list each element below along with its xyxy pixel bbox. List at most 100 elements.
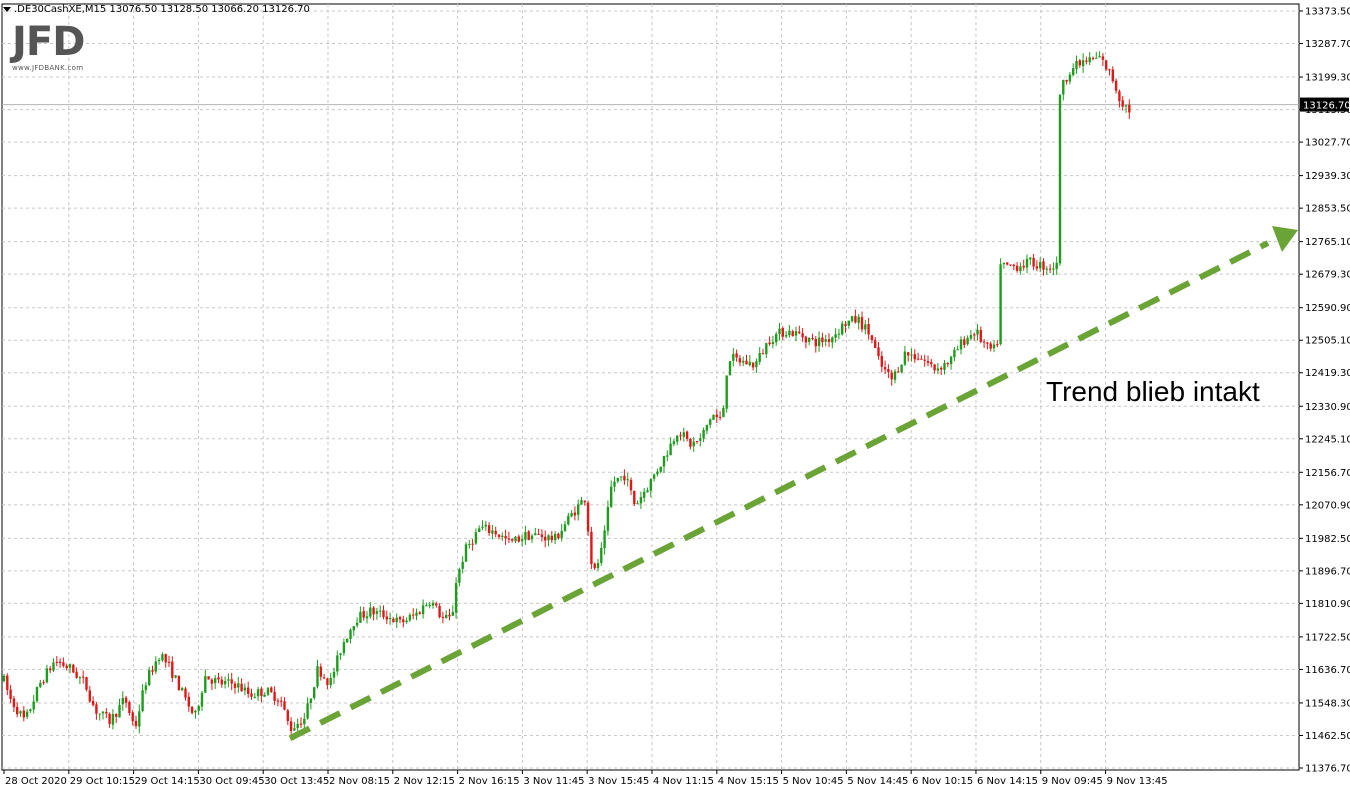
candle-body xyxy=(781,328,784,337)
candle-body xyxy=(250,693,253,697)
candle-body xyxy=(445,615,448,618)
candle-body xyxy=(699,438,702,441)
candle-body xyxy=(280,700,283,702)
candle-body xyxy=(718,416,722,418)
candle-body xyxy=(25,711,29,717)
candle-body xyxy=(68,664,72,668)
candle-body xyxy=(52,662,55,671)
y-tick-label: 11982.50 xyxy=(1305,534,1350,545)
x-tick-label: 3 Nov 15:45 xyxy=(588,776,649,787)
candle-body xyxy=(903,351,907,365)
candle-body xyxy=(468,543,471,545)
candle-body xyxy=(775,334,778,343)
candle-body xyxy=(365,616,369,619)
candle-body xyxy=(487,525,491,533)
candle-body xyxy=(834,334,837,338)
candle-body xyxy=(567,515,570,525)
candle-body xyxy=(808,337,811,342)
candle-body xyxy=(39,682,42,687)
y-tick-label: 13373.50 xyxy=(1305,7,1350,18)
candle-body xyxy=(121,698,124,705)
candle-body xyxy=(742,360,745,363)
candle-body xyxy=(1062,79,1065,95)
trend-arrow xyxy=(288,225,1298,741)
candle-body xyxy=(441,616,445,618)
candle-body xyxy=(897,371,900,373)
candle-body xyxy=(1101,56,1105,60)
y-tick-label: 11810.90 xyxy=(1305,599,1350,610)
candle-body xyxy=(45,668,49,683)
candle-body xyxy=(134,720,138,727)
candle-body xyxy=(395,617,398,623)
candle-body xyxy=(857,316,860,323)
candle-body xyxy=(553,533,557,541)
candle-body xyxy=(682,432,685,437)
candle-body xyxy=(1078,60,1081,66)
candle-body xyxy=(1022,265,1025,268)
candle-body xyxy=(890,372,893,380)
candle-body xyxy=(887,369,890,373)
candle-body xyxy=(560,530,563,538)
candle-body xyxy=(58,661,62,664)
candle-body xyxy=(883,367,887,370)
candle-body xyxy=(643,491,646,498)
dropdown-triangle-icon[interactable] xyxy=(3,6,11,12)
x-tick-label: 5 Nov 10:45 xyxy=(783,776,844,787)
candle-body xyxy=(355,622,359,626)
candle-body xyxy=(296,723,299,728)
candle-body xyxy=(428,604,431,606)
candle-body xyxy=(431,602,435,606)
candle-body xyxy=(633,490,636,504)
candle-body xyxy=(1075,60,1078,69)
y-tick-label: 11636.70 xyxy=(1305,665,1350,676)
candle-body xyxy=(1019,266,1022,272)
candle-body xyxy=(161,654,164,661)
candle-body xyxy=(864,324,867,330)
candle-body xyxy=(600,548,603,563)
candle-body xyxy=(534,533,537,536)
symbol-label: .DE30CashXE,M15 xyxy=(14,4,107,15)
candle-body xyxy=(95,704,98,714)
candle-body xyxy=(761,353,765,355)
candle-body xyxy=(164,654,167,663)
candle-body xyxy=(712,414,715,420)
candle-body xyxy=(263,694,266,697)
candle-body xyxy=(12,698,16,708)
candle-body xyxy=(817,337,821,346)
candle-body xyxy=(923,359,926,361)
candle-body xyxy=(187,696,190,707)
candle-body xyxy=(860,317,864,330)
current-price-tag: 13126.70 xyxy=(1300,97,1350,112)
candle-body xyxy=(758,353,761,362)
candle-body xyxy=(692,441,695,447)
candle-body xyxy=(1124,105,1128,107)
candle-body xyxy=(623,475,626,481)
candle-body xyxy=(821,337,824,343)
candle-body xyxy=(811,338,814,340)
candle-body xyxy=(398,617,402,620)
candle-body xyxy=(530,535,534,540)
candle-body xyxy=(111,713,115,725)
candle-body xyxy=(223,680,227,685)
candle-body xyxy=(771,341,775,345)
candle-body xyxy=(253,696,256,698)
candle-body xyxy=(237,683,240,688)
candle-body xyxy=(610,486,613,507)
candle-body xyxy=(1091,57,1095,59)
candle-body xyxy=(768,342,771,345)
x-tick-label: 2 Nov 08:15 xyxy=(329,776,390,787)
candle-body xyxy=(329,677,332,685)
candle-body xyxy=(501,535,504,538)
candle-body xyxy=(484,524,487,527)
candle-body xyxy=(220,679,223,685)
candle-body xyxy=(804,336,808,343)
candle-body xyxy=(537,533,540,535)
candle-body xyxy=(827,339,831,343)
candle-body xyxy=(659,466,662,472)
y-tick-label: 12590.90 xyxy=(1305,303,1350,314)
candle-body xyxy=(732,354,735,361)
candle-body xyxy=(197,706,200,711)
candle-body xyxy=(936,368,940,371)
candle-body xyxy=(293,728,296,731)
